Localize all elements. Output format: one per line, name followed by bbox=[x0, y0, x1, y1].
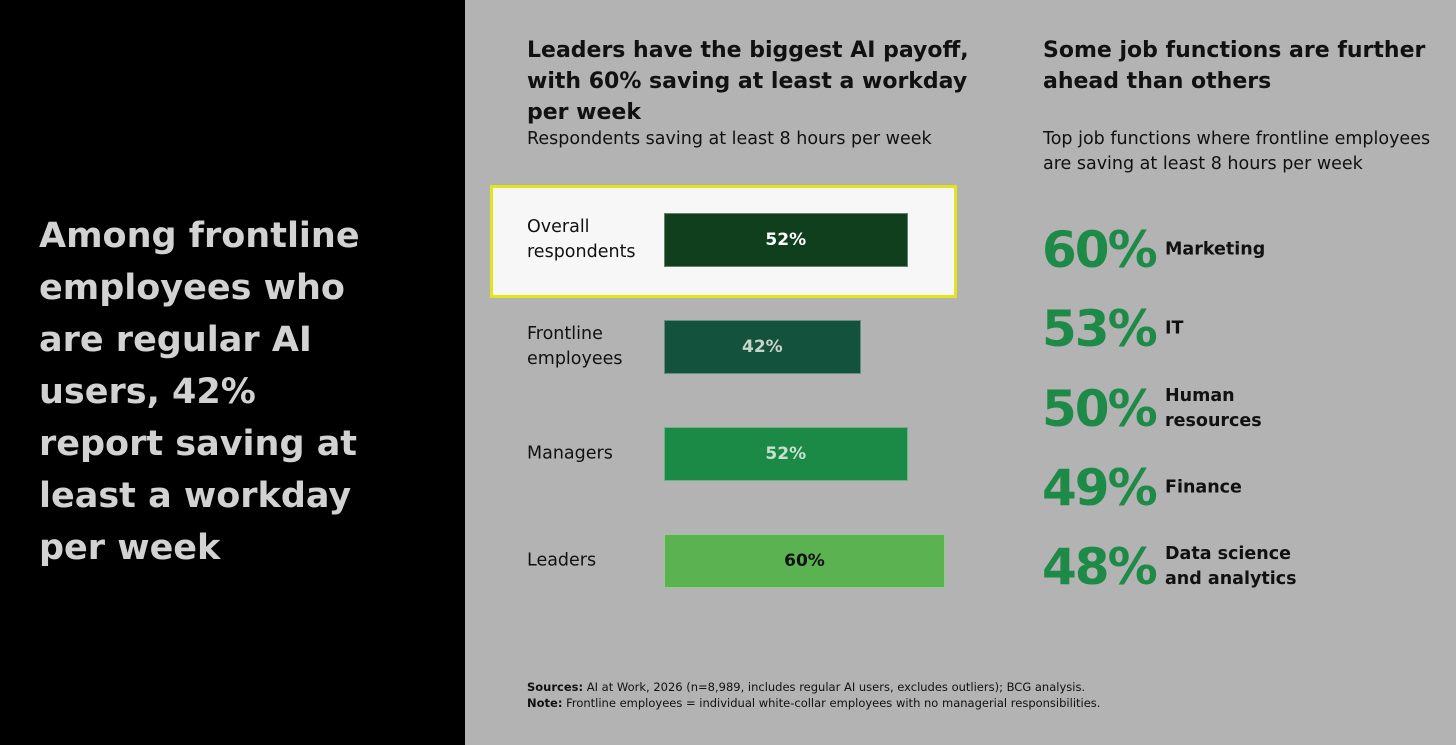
category-label: Leaders bbox=[527, 550, 597, 571]
chart-subtitle: Respondents saving at least 8 hours per … bbox=[527, 129, 932, 149]
function-label: Marketing bbox=[1165, 239, 1266, 260]
function-label: IT bbox=[1165, 318, 1184, 339]
category-label: Frontline employees bbox=[527, 324, 623, 369]
stat-value: 50% bbox=[1042, 379, 1158, 438]
function-label: Human resources bbox=[1165, 385, 1262, 431]
function-label: Data science and analytics bbox=[1165, 544, 1297, 590]
bar: 52% bbox=[664, 213, 908, 267]
category-label: Managers bbox=[527, 443, 613, 464]
headline: Among frontline employees who are regula… bbox=[39, 216, 360, 568]
note-text: Frontline employees = individual white-c… bbox=[566, 696, 1101, 710]
stat-value: 53% bbox=[1042, 300, 1158, 359]
chart-title: Some job functions are further ahead tha… bbox=[1043, 38, 1426, 94]
chart-subtitle: Top job functions where frontline employ… bbox=[1043, 129, 1431, 174]
note: Note: Frontline employees = individual w… bbox=[527, 695, 1427, 711]
stat-value: 49% bbox=[1042, 458, 1158, 517]
function-label: Finance bbox=[1165, 477, 1242, 498]
sources-text: AI at Work, 2026 (n=8,989, includes regu… bbox=[586, 680, 1086, 694]
value-label: 52% bbox=[765, 444, 807, 464]
sources-label: Sources: bbox=[527, 680, 584, 694]
value-label: 42% bbox=[741, 337, 783, 357]
chart-title: Leaders have the biggest AI payoff, with… bbox=[527, 38, 969, 125]
left-panel bbox=[0, 0, 465, 745]
category-label: Overall respondents bbox=[527, 217, 636, 262]
stat-value: 60% bbox=[1042, 221, 1158, 279]
note-label: Note: bbox=[527, 696, 563, 710]
value-label: 52% bbox=[765, 230, 807, 250]
value-label: 60% bbox=[784, 551, 825, 571]
bar: 60% bbox=[664, 534, 945, 588]
stat-value: 48% bbox=[1042, 538, 1158, 597]
bar: 42% bbox=[664, 320, 861, 374]
bar: 52% bbox=[664, 427, 908, 481]
sources: Sources: AI at Work, 2026 (n=8,989, incl… bbox=[527, 679, 1427, 695]
